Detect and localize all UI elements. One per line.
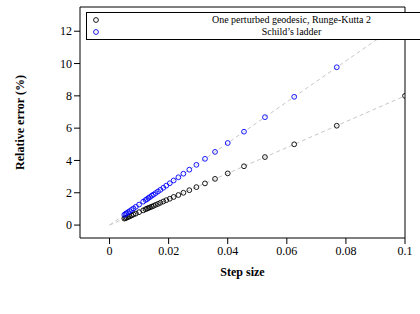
svg-text:0.06: 0.06 xyxy=(276,244,297,258)
svg-text:Step size: Step size xyxy=(220,265,265,279)
svg-text:0.1: 0.1 xyxy=(398,244,413,258)
svg-text:0: 0 xyxy=(66,218,72,232)
html-text:Schild’s ladder: Schild’s ladder xyxy=(261,26,322,37)
svg-text:0.04: 0.04 xyxy=(217,244,238,258)
svg-text:2: 2 xyxy=(66,186,72,200)
svg-text:10: 10 xyxy=(60,57,72,71)
svg-text:0.02: 0.02 xyxy=(158,244,179,258)
svg-text:6: 6 xyxy=(66,121,72,135)
svg-text:0.08: 0.08 xyxy=(335,244,356,258)
svg-text:8: 8 xyxy=(66,89,72,103)
svg-text:Relative error (%): Relative error (%) xyxy=(13,75,27,170)
svg-text:4: 4 xyxy=(66,154,72,168)
svg-text:12: 12 xyxy=(60,24,72,38)
html-text:One perturbed geodesic, Runge-: One perturbed geodesic, Runge-Kutta 2 xyxy=(211,14,372,25)
svg-text:0: 0 xyxy=(107,244,113,258)
